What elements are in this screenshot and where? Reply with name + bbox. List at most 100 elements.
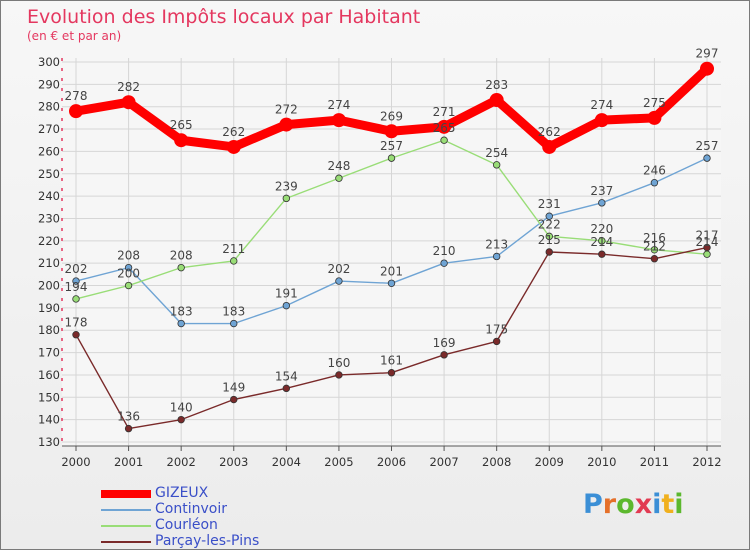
data-label: 248: [327, 159, 350, 173]
data-point: [703, 250, 711, 258]
data-label: 211: [222, 242, 245, 256]
data-label: 178: [65, 316, 88, 330]
legend-swatch: [101, 541, 151, 543]
legend-item: Courléon: [101, 517, 401, 534]
data-point: [230, 395, 238, 404]
legend-item: Parçay-les-Pins: [101, 533, 401, 550]
data-point: [492, 252, 501, 261]
y-tick-label: 280: [38, 100, 60, 114]
logo-letter: o: [616, 489, 635, 520]
data-point: [72, 277, 80, 285]
data-label: 217: [696, 229, 719, 243]
data-point: [335, 371, 343, 379]
legend-label: GIZEUX: [155, 485, 209, 501]
logo-letter: t: [661, 489, 675, 520]
x-tick-label: 2010: [587, 455, 616, 469]
data-point: [387, 154, 396, 162]
data-label: 149: [222, 381, 245, 395]
data-label: 271: [433, 105, 456, 119]
data-label: 210: [433, 244, 456, 258]
data-label: 154: [275, 369, 298, 383]
y-tick-label: 250: [38, 167, 60, 181]
data-label: 269: [380, 109, 403, 123]
data-label: 265: [433, 121, 456, 135]
y-tick-label: 290: [38, 77, 60, 91]
x-tick-label: 2002: [167, 455, 196, 469]
data-point: [226, 139, 241, 154]
data-point: [598, 199, 606, 207]
legend-label: Parçay-les-Pins: [155, 533, 260, 549]
x-tick-label: 2001: [114, 455, 143, 469]
data-label: 257: [696, 139, 719, 153]
legend-swatch: [101, 525, 151, 527]
data-point: [437, 119, 452, 134]
y-tick-label: 220: [38, 234, 60, 248]
data-point: [335, 174, 343, 182]
logo-letter: i: [652, 489, 662, 520]
data-label: 183: [170, 305, 193, 319]
data-point: [440, 351, 448, 359]
data-point: [282, 194, 291, 203]
data-point: [545, 212, 553, 220]
data-label: 262: [222, 125, 245, 139]
data-label: 175: [485, 322, 508, 336]
x-tick-label: 2000: [61, 455, 90, 469]
x-tick-label: 2003: [219, 455, 248, 469]
data-label: 201: [380, 264, 403, 278]
legend-label: Continvoir: [155, 501, 227, 517]
legend-swatch: [101, 490, 151, 498]
data-label: 282: [117, 80, 140, 94]
data-label: 208: [117, 249, 140, 263]
data-point: [72, 331, 80, 339]
data-label: 202: [327, 262, 350, 276]
y-tick-label: 240: [38, 189, 60, 203]
data-label: 214: [696, 235, 719, 249]
logo-letter: x: [634, 489, 653, 520]
data-point: [650, 246, 659, 254]
data-point: [703, 243, 711, 252]
data-label: 169: [433, 336, 456, 350]
logo-letter: P: [583, 489, 603, 520]
data-point: [703, 154, 711, 162]
y-tick-label: 270: [38, 122, 60, 136]
data-label: 216: [643, 231, 666, 245]
legend-swatch: [101, 509, 151, 511]
data-label: 214: [590, 235, 613, 249]
data-point: [69, 104, 83, 119]
data-label: 246: [643, 164, 666, 178]
data-label: 213: [485, 237, 508, 251]
data-point: [230, 319, 238, 328]
data-label: 274: [327, 98, 350, 112]
data-point: [545, 232, 553, 241]
data-point: [124, 424, 133, 433]
data-point: [121, 95, 136, 110]
data-point: [700, 61, 714, 76]
data-point: [177, 319, 185, 328]
y-tick-label: 130: [38, 435, 60, 449]
data-label: 257: [380, 139, 403, 153]
legend-item: GIZEUX: [101, 485, 401, 502]
x-tick-label: 2011: [640, 455, 669, 469]
x-tick-label: 2007: [429, 455, 458, 469]
data-point: [598, 237, 606, 245]
x-tick-label: 2006: [377, 455, 406, 469]
y-tick-label: 260: [38, 144, 60, 158]
data-point: [177, 415, 185, 424]
data-label: 160: [327, 356, 350, 370]
logo-letter: r: [602, 489, 617, 520]
data-label: 254: [485, 146, 508, 160]
data-point: [440, 259, 448, 267]
data-point: [650, 179, 659, 187]
data-point: [177, 263, 185, 272]
data-point: [331, 113, 346, 128]
x-tick-label: 2008: [482, 455, 511, 469]
data-point: [282, 384, 291, 393]
data-point: [542, 139, 557, 154]
data-point: [72, 295, 80, 303]
data-point: [174, 133, 189, 148]
data-label: 231: [538, 197, 561, 211]
data-label: 161: [380, 354, 403, 368]
data-point: [384, 124, 399, 139]
data-point: [647, 110, 662, 125]
